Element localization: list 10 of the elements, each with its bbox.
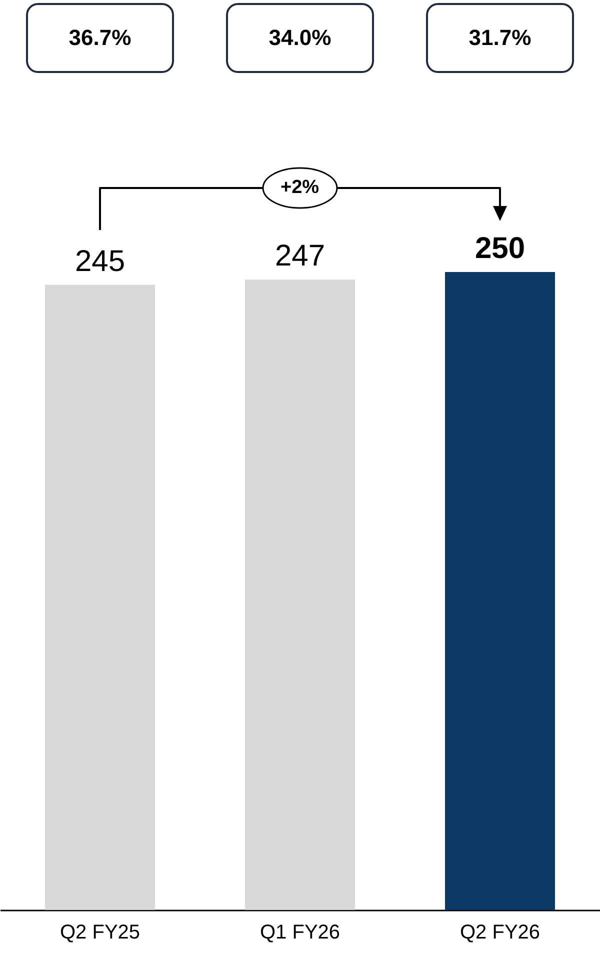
text: 31.7% [426,3,574,73]
data-label: 247 [274,240,326,273]
text: 34.0% [226,3,374,73]
text: 36.7% [26,3,174,73]
data-label: 250 [474,232,526,265]
x-tick-label: Q2 FY25 [60,922,140,944]
x-tick-label: Q2 FY26 [460,922,540,944]
text: +2% [280,177,320,199]
x-tick-label: Q1 FY26 [260,922,340,944]
data-label: 245 [74,244,126,278]
